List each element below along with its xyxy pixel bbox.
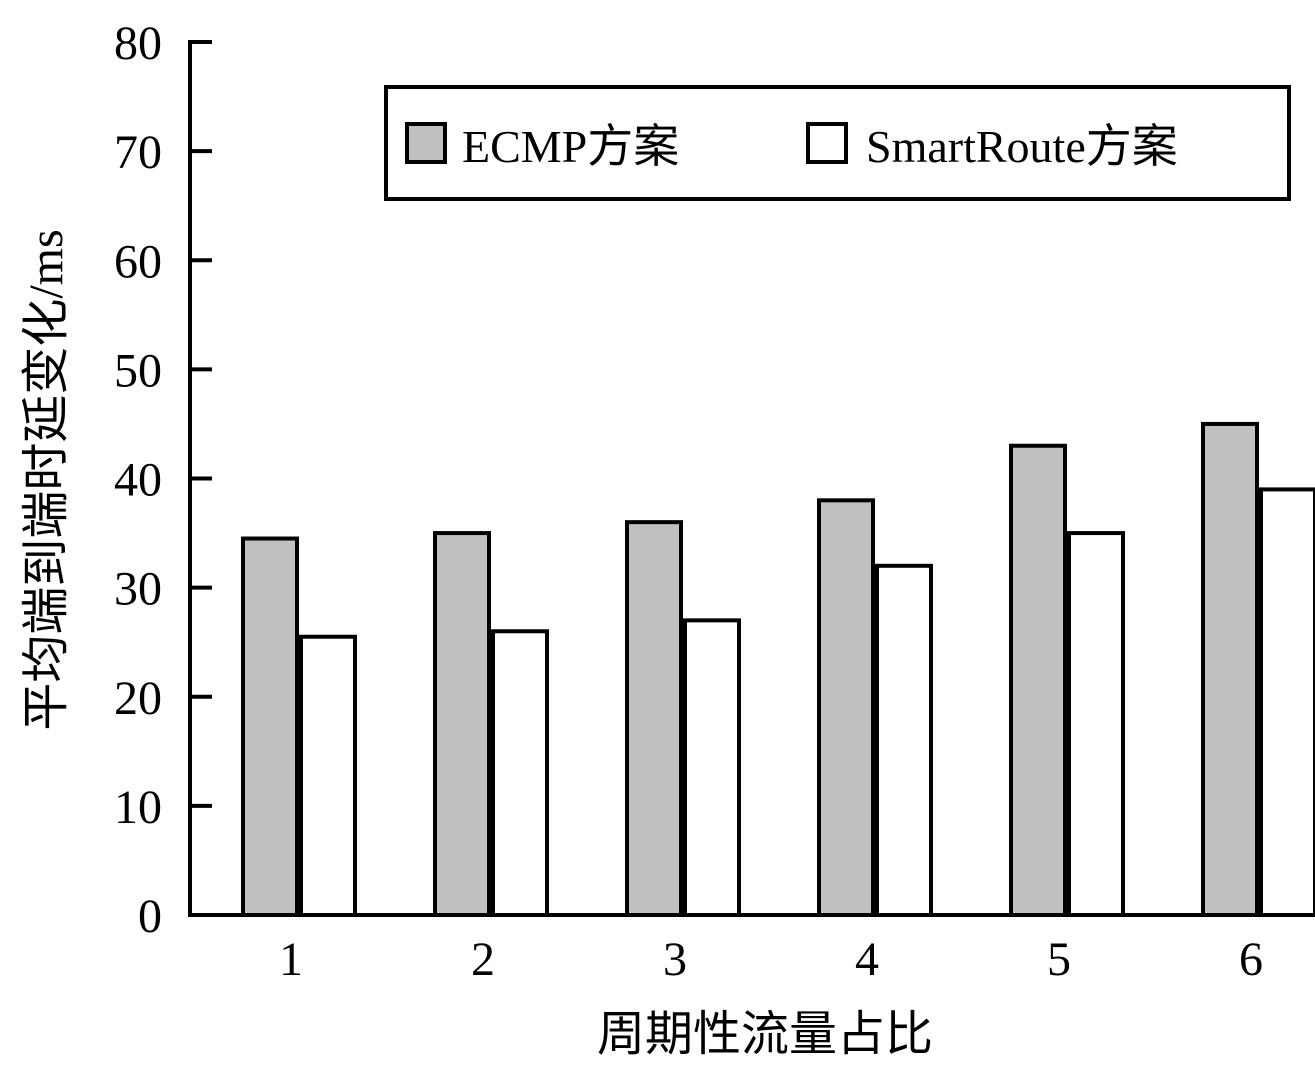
x-tick-label: 4: [855, 933, 879, 986]
x-tick-label: 5: [1047, 933, 1071, 986]
bars-layer: [241, 421, 1315, 918]
bar-ecmp: [241, 536, 299, 917]
y-axis-title: 平均端到端时延变化/ms: [20, 229, 73, 730]
x-tick-label: 6: [1239, 933, 1263, 986]
bar-ecmp: [1009, 443, 1067, 917]
x-tick-label: 2: [471, 933, 495, 986]
bar-smartroute: [491, 629, 549, 918]
y-tick-label: 20: [114, 672, 162, 725]
legend-label-ecmp: ECMP方案: [462, 121, 679, 172]
bar-ecmp: [433, 531, 491, 917]
bar-ecmp: [817, 498, 875, 917]
bar-smartroute: [683, 618, 741, 917]
bar-smartroute: [1259, 487, 1315, 917]
legend-swatch-ecmp: [405, 122, 447, 164]
y-tick-label: 30: [114, 563, 162, 616]
y-tick-label: 80: [114, 17, 162, 70]
x-tick-label: 3: [663, 933, 687, 986]
bar-smartroute: [299, 634, 357, 917]
x-axis-title: 周期性流量占比: [597, 1008, 933, 1061]
y-tick-label: 70: [114, 126, 162, 179]
y-tick-label: 60: [114, 235, 162, 288]
legend-label-smartroute: SmartRoute方案: [866, 121, 1178, 172]
y-tick-label: 0: [138, 890, 162, 943]
bar-ecmp: [1201, 421, 1259, 917]
bar-smartroute: [875, 563, 933, 917]
x-tick-label: 1: [279, 933, 303, 986]
legend-swatch-smartroute: [806, 122, 848, 164]
x-ticks: 1 2 3 4 5 6: [279, 933, 1263, 986]
y-tick-label: 10: [114, 781, 162, 834]
y-ticks: 0 10 20 30 40 50 60 70 80: [114, 17, 212, 943]
bar-smartroute: [1067, 531, 1125, 917]
y-tick-label: 50: [114, 344, 162, 397]
bar-ecmp: [625, 520, 683, 918]
y-tick-label: 40: [114, 454, 162, 507]
legend: ECMP方案 SmartRoute方案: [384, 85, 1291, 201]
